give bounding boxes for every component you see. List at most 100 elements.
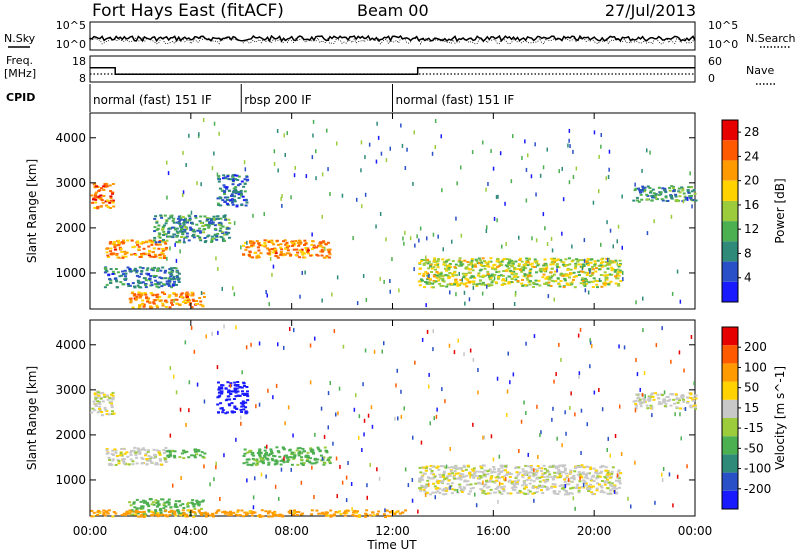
echo-cell <box>336 511 340 514</box>
echo-cell <box>436 480 440 483</box>
echo-cell <box>167 456 171 458</box>
x-tick-label: 00:00 <box>678 524 713 538</box>
echo-cell <box>93 206 97 209</box>
echo-cell <box>521 474 525 477</box>
echo-cell <box>187 509 191 512</box>
echo-cell <box>107 273 111 276</box>
echo-cell <box>606 267 610 270</box>
echo-cell <box>487 182 489 186</box>
echo-cell <box>243 452 247 455</box>
echo-cell <box>98 189 102 192</box>
echo-cell <box>460 264 464 267</box>
echo-cell <box>485 481 489 484</box>
echo-cell <box>214 512 218 514</box>
echo-cell <box>464 277 468 280</box>
echo-cell <box>307 252 310 255</box>
echo-cell <box>429 477 433 480</box>
echo-cell <box>110 413 114 415</box>
echo-cell <box>606 478 609 481</box>
echo-cell <box>494 479 498 482</box>
echo-cell <box>460 476 464 479</box>
echo-cell <box>109 281 112 284</box>
echo-cell <box>326 514 330 517</box>
echo-cell <box>332 514 336 517</box>
echo-cell <box>555 372 557 377</box>
echo-cell <box>203 241 207 244</box>
y-tick-label: 1000 <box>55 473 86 487</box>
echo-cell <box>312 133 314 138</box>
echo-cell <box>326 248 330 251</box>
echo-cell <box>254 476 256 481</box>
echo-cell <box>311 155 314 160</box>
echo-cell <box>614 282 618 285</box>
echo-cell <box>442 493 446 496</box>
echo-cell <box>118 275 122 278</box>
echo-cell <box>356 301 359 306</box>
echo-cell <box>176 276 179 279</box>
echo-cell <box>235 387 239 390</box>
echo-cell <box>394 416 396 421</box>
echo-cell <box>185 423 187 427</box>
echo-cell <box>250 453 254 456</box>
echo-cell <box>548 278 552 281</box>
echo-cell <box>400 511 404 514</box>
echo-cell <box>426 236 428 241</box>
echo-cell <box>284 243 288 246</box>
echo-cell <box>196 382 199 387</box>
echo-cell <box>245 393 249 396</box>
echo-cell <box>682 192 686 195</box>
echo-cell <box>483 267 487 270</box>
echo-cell <box>652 192 656 195</box>
echo-cell <box>96 513 100 516</box>
echo-cell <box>403 406 405 411</box>
echo-cell <box>185 235 189 238</box>
echo-cell <box>181 509 185 512</box>
echo-cell <box>507 263 511 266</box>
echo-cell <box>605 469 609 472</box>
echo-cell <box>608 261 612 264</box>
echo-cell <box>524 139 526 144</box>
freq-label: Freq. <box>6 54 33 67</box>
echo-cell <box>566 492 570 495</box>
echo-cell <box>442 263 446 266</box>
echo-cell <box>568 283 572 286</box>
echo-cell <box>231 191 235 194</box>
echo-cell <box>150 284 154 287</box>
echo-cell <box>128 284 132 287</box>
echo-cell <box>577 274 581 276</box>
echo-cell <box>227 391 231 394</box>
echo-cell <box>94 397 98 400</box>
echo-cell <box>184 340 187 345</box>
echo-cell <box>96 207 100 210</box>
echo-cell <box>525 277 529 280</box>
echo-cell <box>571 259 575 262</box>
echo-cell <box>333 513 336 516</box>
echo-cell <box>166 160 168 165</box>
echo-cell <box>234 191 238 194</box>
echo-cell <box>194 448 197 451</box>
echo-cell <box>240 192 243 195</box>
echo-cell <box>458 271 460 276</box>
echo-cell <box>181 232 185 235</box>
echo-cell <box>560 260 564 263</box>
echo-cell <box>679 412 681 417</box>
echo-cell <box>567 257 571 260</box>
echo-cell <box>158 253 162 256</box>
echo-cell <box>447 472 451 475</box>
echo-cell <box>691 398 695 401</box>
echo-cell <box>377 135 380 140</box>
echo-cell <box>240 421 242 426</box>
echo-cell <box>533 498 535 503</box>
echo-cell <box>263 239 267 242</box>
echo-cell <box>241 403 245 406</box>
echo-cell <box>426 258 430 261</box>
echo-cell <box>547 275 551 278</box>
echo-cell <box>617 274 621 277</box>
echo-cell <box>156 298 160 301</box>
echo-cell <box>592 277 596 280</box>
echo-cell <box>148 277 152 280</box>
echo-cell <box>540 467 544 470</box>
echo-cell <box>545 266 549 269</box>
echo-cell <box>552 258 556 261</box>
echo-cell <box>595 283 599 286</box>
